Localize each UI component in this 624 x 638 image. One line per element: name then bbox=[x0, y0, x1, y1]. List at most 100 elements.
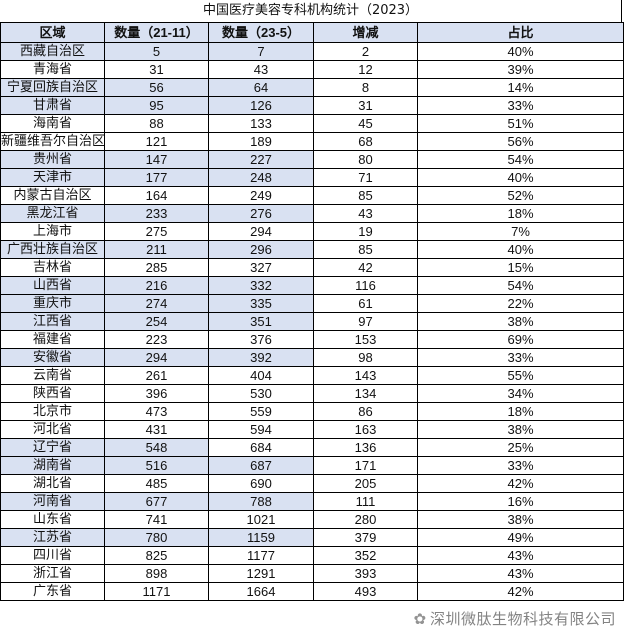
cell-count-235: 594 bbox=[208, 420, 314, 439]
table-row: 重庆市 274 335 61 22% bbox=[0, 294, 624, 313]
watermark-text: 深圳微肽生物科技有限公司 bbox=[429, 610, 616, 628]
cell-ratio: 55% bbox=[417, 366, 624, 385]
cell-count-235: 189 bbox=[208, 132, 314, 151]
table-row: 广西壮族自治区 211 296 85 40% bbox=[0, 240, 624, 259]
table-row: 江苏省 780 1159 379 49% bbox=[0, 528, 624, 547]
cell-region: 北京市 bbox=[0, 402, 105, 421]
cell-count-235: 133 bbox=[208, 114, 314, 133]
table-row: 安徽省 294 392 98 33% bbox=[0, 348, 624, 367]
cell-count-2111: 233 bbox=[104, 204, 209, 223]
cell-region: 江西省 bbox=[0, 312, 105, 331]
table-row: 河南省 677 788 111 16% bbox=[0, 492, 624, 511]
cell-ratio: 69% bbox=[417, 330, 624, 349]
cell-change: 136 bbox=[313, 438, 418, 457]
header-row: 区域 数量（21-11） 数量（23-5） 增减 占比 bbox=[0, 22, 624, 43]
cell-change: 31 bbox=[313, 96, 418, 115]
table-row: 宁夏回族自治区 56 64 8 14% bbox=[0, 78, 624, 97]
cell-region: 陕西省 bbox=[0, 384, 105, 403]
cell-count-2111: 5 bbox=[104, 42, 209, 61]
cell-ratio: 25% bbox=[417, 438, 624, 457]
column-header-change: 增减 bbox=[313, 22, 418, 43]
cell-count-2111: 216 bbox=[104, 276, 209, 295]
cell-region: 吉林省 bbox=[0, 258, 105, 277]
cell-ratio: 42% bbox=[417, 474, 624, 493]
table-row: 辽宁省 548 684 136 25% bbox=[0, 438, 624, 457]
cell-count-235: 327 bbox=[208, 258, 314, 277]
table-row: 吉林省 285 327 42 15% bbox=[0, 258, 624, 277]
cell-change: 85 bbox=[313, 240, 418, 259]
cell-change: 42 bbox=[313, 258, 418, 277]
cell-count-235: 559 bbox=[208, 402, 314, 421]
cell-count-2111: 121 bbox=[104, 132, 209, 151]
cell-ratio: 34% bbox=[417, 384, 624, 403]
table-row: 福建省 223 376 153 69% bbox=[0, 330, 624, 349]
cell-count-2111: 254 bbox=[104, 312, 209, 331]
cell-region: 黑龙江省 bbox=[0, 204, 105, 223]
cell-count-235: 1177 bbox=[208, 546, 314, 565]
cell-region: 浙江省 bbox=[0, 564, 105, 583]
cell-change: 143 bbox=[313, 366, 418, 385]
table-row: 云南省 261 404 143 55% bbox=[0, 366, 624, 385]
cell-change: 116 bbox=[313, 276, 418, 295]
cell-count-2111: 88 bbox=[104, 114, 209, 133]
table-row: 山东省 741 1021 280 38% bbox=[0, 510, 624, 529]
cell-count-235: 64 bbox=[208, 78, 314, 97]
table-row: 湖南省 516 687 171 33% bbox=[0, 456, 624, 475]
cell-count-235: 376 bbox=[208, 330, 314, 349]
cell-ratio: 40% bbox=[417, 168, 624, 187]
cell-count-2111: 223 bbox=[104, 330, 209, 349]
cell-ratio: 33% bbox=[417, 348, 624, 367]
table-row: 黑龙江省 233 276 43 18% bbox=[0, 204, 624, 223]
table-title: 中国医疗美容专科机构统计（2023） bbox=[0, 0, 622, 22]
cell-count-235: 248 bbox=[208, 168, 314, 187]
cell-change: 393 bbox=[313, 564, 418, 583]
cell-count-235: 1291 bbox=[208, 564, 314, 583]
cell-change: 45 bbox=[313, 114, 418, 133]
cell-region: 山西省 bbox=[0, 276, 105, 295]
cell-ratio: 43% bbox=[417, 564, 624, 583]
cell-change: 205 bbox=[313, 474, 418, 493]
cell-change: 85 bbox=[313, 186, 418, 205]
cell-count-235: 392 bbox=[208, 348, 314, 367]
cell-ratio: 33% bbox=[417, 456, 624, 475]
table-row: 北京市 473 559 86 18% bbox=[0, 402, 624, 421]
wechat-icon: ✿ bbox=[413, 610, 427, 628]
cell-count-2111: 516 bbox=[104, 456, 209, 475]
cell-region: 青海省 bbox=[0, 60, 105, 79]
table-row: 上海市 275 294 19 7% bbox=[0, 222, 624, 241]
cell-ratio: 39% bbox=[417, 60, 624, 79]
cell-ratio: 7% bbox=[417, 222, 624, 241]
cell-ratio: 14% bbox=[417, 78, 624, 97]
cell-change: 97 bbox=[313, 312, 418, 331]
cell-region: 辽宁省 bbox=[0, 438, 105, 457]
cell-change: 153 bbox=[313, 330, 418, 349]
cell-region: 云南省 bbox=[0, 366, 105, 385]
table-row: 内蒙古自治区 164 249 85 52% bbox=[0, 186, 624, 205]
cell-change: 61 bbox=[313, 294, 418, 313]
cell-change: 163 bbox=[313, 420, 418, 439]
table-row: 浙江省 898 1291 393 43% bbox=[0, 564, 624, 583]
cell-change: 98 bbox=[313, 348, 418, 367]
cell-count-2111: 898 bbox=[104, 564, 209, 583]
cell-count-235: 1159 bbox=[208, 528, 314, 547]
cell-ratio: 38% bbox=[417, 510, 624, 529]
table-row: 四川省 825 1177 352 43% bbox=[0, 546, 624, 565]
cell-region: 湖北省 bbox=[0, 474, 105, 493]
cell-ratio: 38% bbox=[417, 420, 624, 439]
cell-count-235: 1021 bbox=[208, 510, 314, 529]
column-header-count-2111: 数量（21-11） bbox=[104, 22, 209, 43]
cell-region: 贵州省 bbox=[0, 150, 105, 169]
cell-count-235: 43 bbox=[208, 60, 314, 79]
cell-ratio: 56% bbox=[417, 132, 624, 151]
table-row: 贵州省 147 227 80 54% bbox=[0, 150, 624, 169]
cell-ratio: 40% bbox=[417, 240, 624, 259]
cell-region: 安徽省 bbox=[0, 348, 105, 367]
cell-region: 内蒙古自治区 bbox=[0, 186, 105, 205]
column-header-region: 区域 bbox=[0, 22, 105, 43]
table-row: 山西省 216 332 116 54% bbox=[0, 276, 624, 295]
cell-count-2111: 485 bbox=[104, 474, 209, 493]
table-row: 海南省 88 133 45 51% bbox=[0, 114, 624, 133]
cell-region: 重庆市 bbox=[0, 294, 105, 313]
cell-change: 134 bbox=[313, 384, 418, 403]
cell-region: 四川省 bbox=[0, 546, 105, 565]
